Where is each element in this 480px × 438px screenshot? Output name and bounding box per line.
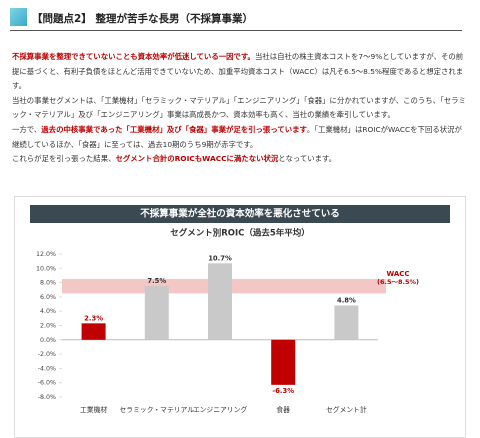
y-tick-label: 12.0% <box>36 251 56 258</box>
y-tick-label: 6.0% <box>40 294 56 301</box>
x-tick-label: エンジニアリング <box>193 405 248 414</box>
article-body: 不採算事業を整理できていないことも資本効率が低迷している一因です。当社は自社の株… <box>12 50 468 167</box>
text-run: 当社は自社の株主資本コストを7～9%としていますが、その前提に基づくと、有利子負… <box>12 52 464 91</box>
paragraph: 当社の事業セグメントは、「工業機材」「セラミック・マテリアル」「エンジニアリング… <box>12 94 468 123</box>
text-run: 一方で、 <box>12 124 42 134</box>
y-tick-label: -4.0% <box>38 365 56 372</box>
y-tick-label: 4.0% <box>40 308 56 315</box>
header-title: 【問題点2】 整理が苦手な長男（不採算事業） <box>32 13 253 25</box>
chart-frame <box>14 196 466 438</box>
chart: 不採算事業が全社の資本効率を悪化させている セグメント別ROIC（過去5年平均）… <box>14 196 466 438</box>
paragraph: これらが足を引っ張った結果、セグメント合計のROICもWACCに満たない状況とな… <box>12 152 468 167</box>
value-label: 4.8% <box>337 296 356 304</box>
x-tick-label: セラミック・マテリアル <box>120 406 195 414</box>
chart-banner <box>30 205 450 223</box>
header: 【問題点2】 整理が苦手な長男（不採算事業） <box>10 8 462 31</box>
y-tick-label: 10.0% <box>36 265 56 272</box>
text-run: 当社の事業セグメントは、「工業機材」「セラミック・マテリアル」「エンジニアリング… <box>12 95 466 120</box>
y-tick-label: 2.0% <box>40 323 56 330</box>
y-tick-label: -8.0% <box>38 394 56 401</box>
chart-subtitle: セグメント別ROIC（過去5年平均） <box>170 228 310 239</box>
value-label: 7.5% <box>147 277 166 285</box>
x-tick-label: セグメント計 <box>326 405 367 414</box>
x-tick-label: 工業機材 <box>80 405 107 414</box>
value-label: 10.7% <box>208 254 232 262</box>
bar <box>271 339 296 385</box>
bar <box>144 286 169 340</box>
x-tick-label: 食器 <box>276 405 290 414</box>
y-tick-label: -6.0% <box>38 380 56 387</box>
emphasis: 過去の中核事業であった「工業機材」及び「食器」事業が足を引っ張っています <box>41 124 307 134</box>
emphasis: 不採算事業を整理できていないことも資本効率が低迷している一因です。 <box>12 52 255 61</box>
band-label: WACC <box>386 270 409 278</box>
emphasis: セグメント合計のROICもWACCに満たない状況 <box>115 154 279 164</box>
value-label: -6.3% <box>272 387 294 395</box>
text-run: となっています。 <box>278 154 337 164</box>
paragraph: 不採算事業を整理できていないことも資本効率が低迷している一因です。当社は自社の株… <box>12 50 468 94</box>
header-icon <box>10 8 27 26</box>
text-run: 。「工業機材」はROICがWACCを下回る状況が継続しているほか、「食器」に至っ… <box>12 124 462 149</box>
chart-title: 不採算事業が全社の資本効率を悪化させている <box>140 208 340 220</box>
y-tick-label: 0.0% <box>40 337 56 344</box>
bar <box>334 305 359 340</box>
y-tick-label: 8.0% <box>40 280 56 287</box>
bar <box>208 263 232 340</box>
band-sublabel: (6.5～8.5%) <box>377 278 419 286</box>
text-run: これらが足を引っ張った結果、 <box>12 154 116 164</box>
bar <box>81 323 106 340</box>
paragraph: 一方で、過去の中核事業であった「工業機材」及び「食器」事業が足を引っ張っています… <box>12 123 468 152</box>
value-label: 2.3% <box>84 314 103 322</box>
y-tick-label: -2.0% <box>38 351 56 358</box>
